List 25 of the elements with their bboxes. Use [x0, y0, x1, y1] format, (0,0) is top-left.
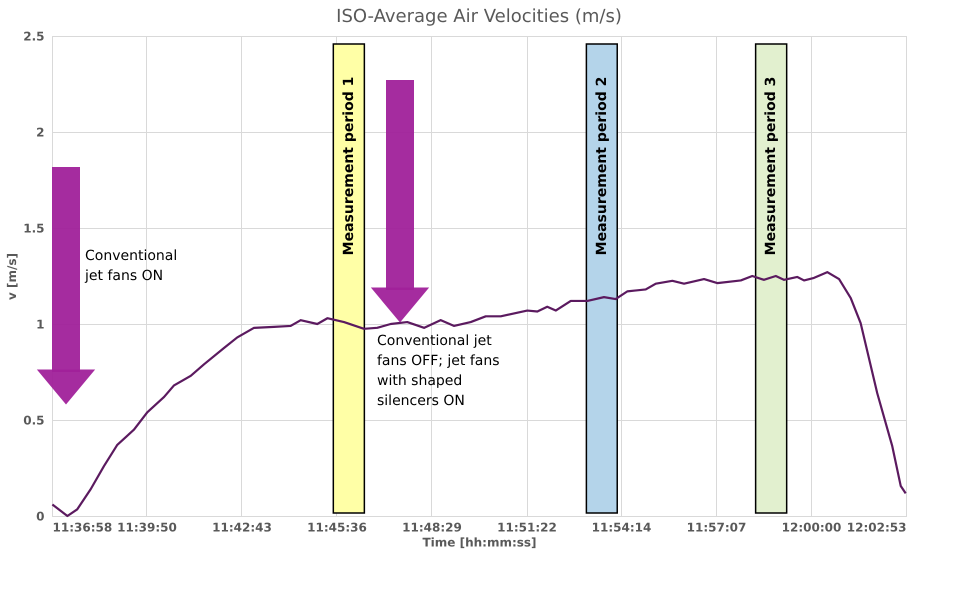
y-axis-title: v [m/s] — [5, 253, 20, 300]
x-tick-label: 11:54:14 — [592, 520, 652, 534]
y-tick-label: 1.5 — [23, 222, 44, 236]
annotation: Conventional jet fans ON — [84, 248, 178, 284]
y-tick-label: 2 — [36, 126, 44, 140]
band-label: Measurement period 1 — [340, 76, 357, 256]
x-tick-label: 12:02:53 — [846, 520, 906, 534]
chart-title: ISO-Average Air Velocities (m/s) — [336, 6, 622, 27]
x-tick-label: 11:36:58 — [52, 520, 112, 534]
x-tick-label: 11:51:22 — [497, 520, 557, 534]
y-tick-label: 0.5 — [23, 414, 44, 428]
y-tick-label: 2.5 — [23, 30, 44, 44]
annotation: Conventional jet fans OFF; jet fans with shaped silencers ON — [377, 333, 500, 409]
band-label: Measurement period 3 — [763, 76, 780, 256]
x-tick-label: 11:42:43 — [212, 520, 272, 534]
x-tick-label: 11:57:07 — [686, 520, 746, 534]
x-tick-label: 11:39:50 — [117, 520, 177, 534]
x-tick-label: 12:00:00 — [782, 520, 842, 534]
line-series — [51, 271, 907, 518]
y-tick-label: 0 — [36, 510, 44, 524]
x-axis-title: Time [hh:mm:ss] — [422, 536, 537, 550]
y-tick-label: 1 — [36, 318, 44, 332]
x-tick-label: 11:45:36 — [307, 520, 367, 534]
x-tick-label: 11:48:29 — [402, 520, 462, 534]
band-label: Measurement period 2 — [594, 76, 610, 256]
